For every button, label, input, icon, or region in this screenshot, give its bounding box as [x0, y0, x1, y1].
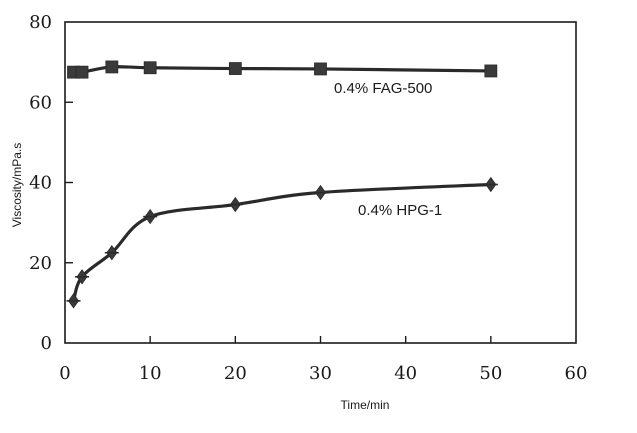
y-axis-label: Viscosity/mPa.s: [10, 143, 24, 227]
y-tick-label: 20: [29, 253, 52, 274]
series-label-hpg1: 0.4% HPG-1: [358, 202, 442, 219]
series-label-fag500: 0.4% FAG-500: [334, 80, 432, 97]
x-tick-label: 50: [479, 363, 502, 384]
series-group: [66, 60, 498, 309]
y-tick-label: 60: [29, 92, 52, 113]
y-tick-label: 80: [29, 12, 52, 33]
x-tick-label: 10: [139, 363, 162, 384]
data-point-0-4-fag-500: [314, 62, 327, 76]
x-tick-label: 40: [394, 363, 417, 384]
x-tick-label: 30: [309, 363, 332, 384]
data-point-0-4-fag-500: [484, 64, 498, 78]
data-point-0-4-fag-500: [105, 60, 119, 74]
data-point-0-4-fag-500: [143, 61, 157, 75]
x-tick-label: 20: [224, 363, 247, 384]
x-tick-group: 0 10 20 30 40 50 60: [59, 336, 587, 384]
data-point-0-4-fag-500: [75, 65, 89, 79]
x-tick-label: 0: [59, 363, 70, 384]
series-line-0-4-fag-500: [71, 65, 493, 75]
y-tick-label: 40: [29, 173, 52, 194]
y-tick-label: 0: [41, 333, 52, 354]
x-axis-label: Time/min: [341, 398, 390, 412]
y-tick-group: 0 20 40 60 80: [29, 12, 73, 354]
x-tick-label: 60: [565, 363, 588, 384]
data-point-0-4-fag-500: [228, 62, 242, 75]
